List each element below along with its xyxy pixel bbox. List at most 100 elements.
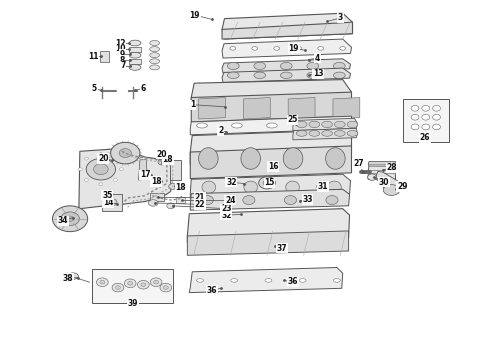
Bar [170, 160, 181, 180]
Ellipse shape [112, 283, 124, 292]
Ellipse shape [334, 121, 345, 128]
Polygon shape [198, 98, 225, 119]
Ellipse shape [333, 279, 340, 282]
Ellipse shape [336, 123, 347, 128]
Ellipse shape [107, 199, 117, 206]
Polygon shape [222, 59, 350, 73]
Polygon shape [190, 130, 351, 164]
Ellipse shape [150, 59, 159, 64]
Ellipse shape [120, 168, 123, 171]
Text: 19: 19 [289, 44, 299, 53]
Ellipse shape [307, 72, 318, 78]
Polygon shape [293, 118, 357, 131]
Ellipse shape [97, 278, 108, 287]
Ellipse shape [230, 46, 236, 50]
Ellipse shape [243, 195, 255, 204]
Text: 26: 26 [419, 133, 430, 142]
Ellipse shape [333, 62, 345, 69]
Ellipse shape [252, 46, 258, 50]
Text: 9: 9 [119, 50, 124, 59]
Text: 18: 18 [163, 156, 173, 165]
Text: 22: 22 [195, 200, 205, 209]
Polygon shape [190, 174, 350, 199]
Ellipse shape [296, 131, 307, 136]
Polygon shape [189, 267, 343, 293]
Ellipse shape [158, 159, 166, 165]
Ellipse shape [317, 183, 326, 190]
Ellipse shape [265, 279, 272, 282]
Text: 6: 6 [141, 84, 146, 93]
Text: 32: 32 [226, 177, 237, 186]
Ellipse shape [52, 206, 88, 231]
Text: 27: 27 [353, 159, 364, 168]
Ellipse shape [259, 177, 275, 189]
Ellipse shape [150, 278, 162, 287]
Ellipse shape [129, 40, 141, 46]
Polygon shape [368, 161, 395, 165]
Text: 15: 15 [264, 178, 274, 187]
Ellipse shape [150, 41, 159, 45]
Bar [92, 269, 173, 303]
Ellipse shape [333, 72, 345, 78]
Ellipse shape [94, 164, 108, 175]
Text: 12: 12 [115, 39, 125, 48]
Ellipse shape [201, 195, 214, 204]
Ellipse shape [148, 200, 158, 206]
Text: 31: 31 [318, 182, 328, 191]
Polygon shape [190, 189, 349, 210]
Polygon shape [244, 98, 270, 119]
Ellipse shape [119, 149, 131, 158]
Ellipse shape [433, 114, 441, 120]
Ellipse shape [347, 131, 358, 136]
Ellipse shape [411, 105, 419, 111]
Ellipse shape [61, 212, 79, 226]
Ellipse shape [84, 157, 88, 160]
Ellipse shape [318, 46, 324, 50]
Ellipse shape [347, 121, 358, 128]
Ellipse shape [254, 72, 266, 78]
Ellipse shape [202, 181, 216, 193]
Ellipse shape [328, 181, 341, 193]
Text: 8: 8 [119, 56, 124, 65]
Ellipse shape [113, 179, 117, 181]
Ellipse shape [150, 65, 159, 70]
Polygon shape [79, 148, 171, 210]
Ellipse shape [422, 105, 430, 111]
Ellipse shape [232, 123, 243, 128]
Text: 7: 7 [120, 62, 125, 71]
Text: 33: 33 [302, 195, 313, 204]
Polygon shape [191, 92, 351, 122]
Bar [176, 197, 185, 203]
Ellipse shape [274, 46, 280, 50]
Text: 13: 13 [313, 69, 323, 78]
Text: 11: 11 [88, 52, 99, 61]
Ellipse shape [433, 124, 441, 130]
Polygon shape [333, 98, 360, 119]
Ellipse shape [227, 72, 239, 78]
Ellipse shape [422, 114, 430, 120]
Polygon shape [187, 231, 348, 255]
Text: 24: 24 [225, 195, 236, 204]
Ellipse shape [296, 46, 302, 50]
Text: 18: 18 [151, 177, 161, 186]
Ellipse shape [280, 62, 292, 69]
Ellipse shape [169, 184, 176, 189]
Text: 17: 17 [140, 171, 150, 180]
Ellipse shape [322, 121, 332, 128]
Ellipse shape [284, 195, 296, 204]
Ellipse shape [433, 105, 441, 111]
Ellipse shape [301, 123, 312, 128]
Ellipse shape [111, 142, 140, 164]
Text: 38: 38 [63, 274, 74, 283]
Ellipse shape [100, 280, 105, 284]
Text: 32: 32 [221, 211, 232, 220]
Text: 25: 25 [287, 115, 297, 124]
Bar [102, 194, 122, 211]
Polygon shape [293, 129, 357, 140]
Text: 23: 23 [221, 204, 232, 213]
Ellipse shape [116, 286, 121, 289]
Ellipse shape [283, 148, 303, 169]
Polygon shape [288, 98, 315, 119]
Ellipse shape [299, 279, 306, 282]
Ellipse shape [263, 180, 271, 186]
